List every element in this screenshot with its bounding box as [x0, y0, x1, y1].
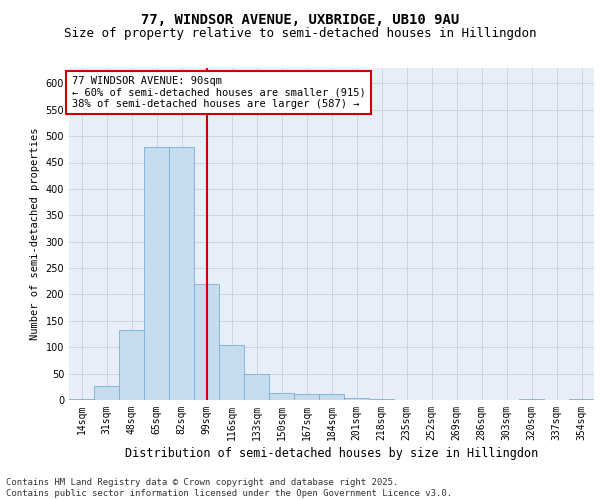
Text: 77 WINDSOR AVENUE: 90sqm
← 60% of semi-detached houses are smaller (915)
38% of : 77 WINDSOR AVENUE: 90sqm ← 60% of semi-d… [71, 76, 365, 109]
Bar [194, 284, 219, 400]
Text: 77, WINDSOR AVENUE, UXBRIDGE, UB10 9AU: 77, WINDSOR AVENUE, UXBRIDGE, UB10 9AU [141, 12, 459, 26]
Bar [219, 344, 244, 400]
Bar [169, 146, 194, 400]
Bar [294, 394, 319, 400]
Bar [119, 330, 144, 400]
Bar [244, 374, 269, 400]
Bar [94, 386, 119, 400]
Bar [69, 399, 94, 400]
Bar [319, 394, 344, 400]
Bar [344, 398, 369, 400]
Text: Size of property relative to semi-detached houses in Hillingdon: Size of property relative to semi-detach… [64, 28, 536, 40]
Y-axis label: Number of semi-detached properties: Number of semi-detached properties [30, 128, 40, 340]
Text: Contains HM Land Registry data © Crown copyright and database right 2025.
Contai: Contains HM Land Registry data © Crown c… [6, 478, 452, 498]
X-axis label: Distribution of semi-detached houses by size in Hillingdon: Distribution of semi-detached houses by … [125, 447, 538, 460]
Bar [144, 146, 169, 400]
Bar [269, 392, 294, 400]
